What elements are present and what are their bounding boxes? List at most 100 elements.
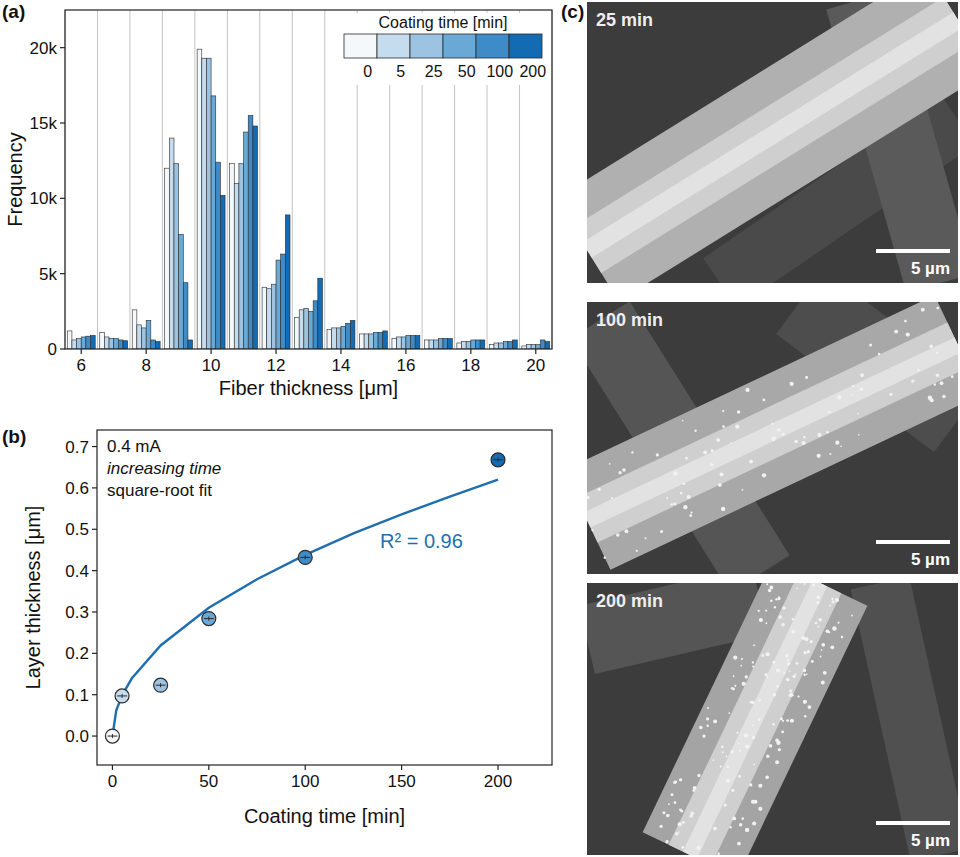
sem-particle <box>803 436 805 438</box>
tick-label: 20 <box>526 356 545 375</box>
sem-particle <box>782 433 785 436</box>
sem-particle <box>921 308 925 312</box>
point <box>105 729 119 743</box>
sem-particle <box>860 373 864 377</box>
tick <box>497 765 498 770</box>
sem-particle <box>673 471 677 475</box>
bar <box>295 317 300 349</box>
sem-particle <box>789 693 793 697</box>
sem-particle <box>685 457 688 460</box>
bar <box>392 338 397 349</box>
bar <box>151 340 156 349</box>
sem-particle <box>706 717 709 720</box>
bar <box>434 340 439 349</box>
bar <box>471 340 476 349</box>
sem-particle <box>742 817 745 820</box>
sem-particle <box>752 665 754 667</box>
bar <box>494 343 499 349</box>
sem-particle <box>739 823 742 826</box>
sem-particle <box>712 759 714 761</box>
sem-particle <box>775 598 778 601</box>
sem-particle <box>721 507 725 511</box>
panel-c: (c)25 min5 µm100 min5 µm200 min5 µm <box>561 0 958 857</box>
sem-particle <box>817 454 821 458</box>
sem-particle <box>611 497 613 499</box>
sem-particle <box>801 441 805 445</box>
bar <box>475 340 480 349</box>
sem-particle <box>766 583 768 585</box>
sem-particle <box>763 399 766 402</box>
panel-b: 0.00.10.20.30.40.50.60.7050100150200Coat… <box>2 426 552 827</box>
sem-particle <box>689 814 692 817</box>
sem-particle <box>741 658 743 660</box>
bar <box>406 335 411 349</box>
sem-particle <box>770 599 772 601</box>
bar <box>318 278 323 349</box>
sem-particle <box>742 682 746 686</box>
sem-particle <box>817 601 819 603</box>
sem-particle <box>817 433 821 437</box>
sem-particle <box>821 643 825 647</box>
sem-particle <box>771 423 773 425</box>
sem-highlight <box>690 583 820 855</box>
figure: 05k10k15k20k68101214161820Fiber thicknes… <box>0 0 960 857</box>
sem-particle <box>942 395 946 399</box>
sem-particle <box>828 410 831 413</box>
grid-line <box>129 10 130 349</box>
bar <box>531 344 536 349</box>
sem-particle <box>636 550 638 552</box>
sem-particle <box>722 425 725 428</box>
sem-particle <box>711 449 714 452</box>
sem-particle <box>928 396 932 400</box>
image-label: 100 min <box>596 310 663 330</box>
sem-particle <box>587 496 590 499</box>
sem-particle <box>666 814 670 818</box>
tick <box>92 446 97 447</box>
sem-particle <box>737 842 741 846</box>
bar <box>72 340 77 349</box>
sem-particle <box>788 695 790 697</box>
bar <box>489 344 494 349</box>
bar <box>267 289 272 349</box>
sem-particle <box>749 783 752 786</box>
panel-letter: (a) <box>2 1 25 22</box>
sem-particle <box>936 352 938 354</box>
sem-particle <box>837 622 839 624</box>
sem-particle <box>702 734 705 737</box>
sem-particle <box>674 801 677 804</box>
sem-particle <box>744 733 748 737</box>
sem-particle <box>782 606 786 610</box>
sem-particle <box>929 345 933 349</box>
sem-particle <box>682 420 684 422</box>
sem-particle <box>780 717 783 720</box>
sem-particle <box>831 600 834 603</box>
bar <box>276 260 281 349</box>
sem-particle <box>618 471 621 474</box>
sem-particle <box>697 774 700 777</box>
tick <box>60 273 65 274</box>
bar <box>91 335 96 349</box>
tick <box>92 611 97 612</box>
sem-particle <box>738 775 741 778</box>
bar <box>165 168 170 349</box>
bar <box>234 183 239 349</box>
sem-particle <box>951 375 954 378</box>
sem-particle <box>724 803 727 806</box>
sem-particle <box>671 793 674 796</box>
scale-bar <box>876 821 950 825</box>
sem-particle <box>738 743 740 745</box>
sem-particle <box>718 483 722 487</box>
sem-particle <box>781 731 784 734</box>
legend-swatch <box>443 34 476 58</box>
scale-bar-label: 5 µm <box>911 259 950 278</box>
bar <box>499 343 504 349</box>
sem-fiber <box>690 583 820 855</box>
frame <box>97 430 552 765</box>
sem-particle <box>768 589 772 593</box>
bar <box>397 337 402 349</box>
sem-image <box>587 2 958 283</box>
bar <box>262 287 267 349</box>
sem-image <box>587 583 958 855</box>
sem-particle <box>906 332 910 336</box>
sem-particle <box>791 630 795 634</box>
